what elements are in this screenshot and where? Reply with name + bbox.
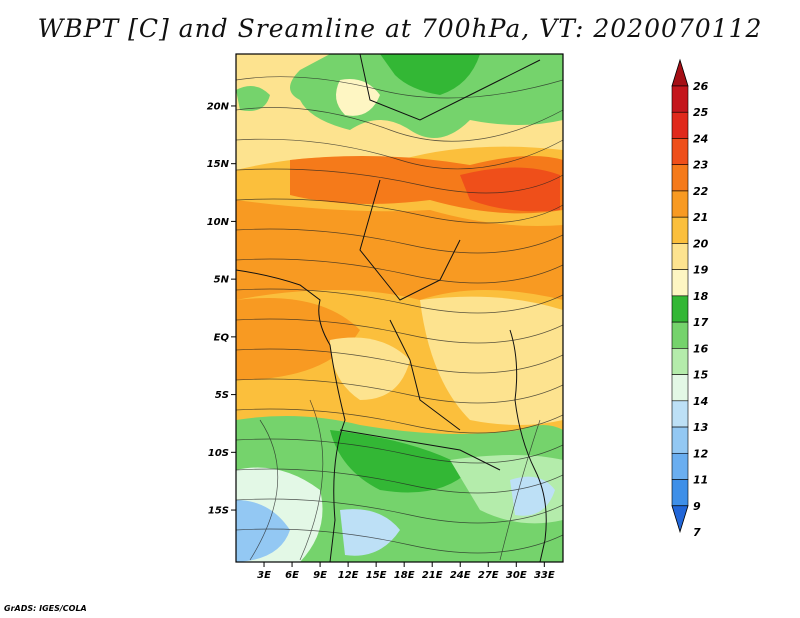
colorbar-segment xyxy=(671,269,689,297)
lon-label: 9E xyxy=(313,570,327,581)
latitude-axis: 20N 15N 10N 5N EQ 5S 10S 15S xyxy=(207,101,236,517)
colorbar-segment xyxy=(671,111,689,139)
colorbar: 26 25 24 23 22 21 20 19 18 17 16 15 14 13 12 11 9 7 xyxy=(671,58,709,539)
colorbar-label: 19 xyxy=(693,264,709,277)
colorbar-label: 7 xyxy=(693,526,701,539)
colorbar-label: 9 xyxy=(693,500,701,513)
grads-credit: GrADS: IGES/COLA xyxy=(4,604,87,613)
chart-title: WBPT [C] and Sreamline at 700hPa, VT: 20… xyxy=(37,14,763,43)
colorbar-label: 23 xyxy=(693,159,709,172)
lon-label: 15E xyxy=(366,570,387,581)
streamlines xyxy=(236,76,563,561)
colorbar-label: 15 xyxy=(693,369,709,382)
colorbar-segment xyxy=(671,452,689,480)
lat-label: 5N xyxy=(214,275,230,286)
colorbar-segment xyxy=(671,216,689,244)
colorbar-segment xyxy=(671,374,689,402)
colorbar-label: 25 xyxy=(693,106,709,119)
wbpt-shading xyxy=(236,54,563,562)
colorbar-segment xyxy=(671,295,689,323)
colorbar-label: 22 xyxy=(693,185,709,198)
lat-label: 10N xyxy=(207,217,230,228)
lat-label: 10S xyxy=(208,448,229,459)
colorbar-segment xyxy=(671,426,689,454)
colorbar-segment xyxy=(671,348,689,375)
lon-label: 24E xyxy=(450,570,471,581)
colorbar-segment xyxy=(671,138,689,166)
longitude-axis: 3E 6E 9E 12E 15E 18E 21E 24E 27E 30E 33E xyxy=(257,562,555,581)
lat-label: 15N xyxy=(207,159,230,170)
colorbar-segment xyxy=(671,85,689,113)
colorbar-segment xyxy=(671,400,689,428)
colorbar-label: 20 xyxy=(693,237,709,250)
lon-label: 3E xyxy=(257,570,271,581)
lon-label: 12E xyxy=(338,570,359,581)
colorbar-segment xyxy=(671,479,689,507)
colorbar-segment xyxy=(671,321,689,349)
lat-label: 20N xyxy=(207,101,230,112)
colorbar-label: 18 xyxy=(693,290,709,303)
lon-label: 21E xyxy=(422,570,443,581)
colorbar-label: 26 xyxy=(693,80,709,93)
colorbar-label: 12 xyxy=(693,447,709,460)
colorbar-label: 14 xyxy=(693,395,708,408)
lon-label: 30E xyxy=(506,570,527,581)
colorbar-segment xyxy=(671,243,689,270)
lon-label: 33E xyxy=(534,570,555,581)
colorbar-label: 21 xyxy=(693,211,708,224)
colorbar-label: 16 xyxy=(693,342,709,355)
lon-label: 18E xyxy=(394,570,415,581)
colorbar-bottom-arrow xyxy=(671,505,689,534)
lat-label: EQ xyxy=(214,332,230,343)
colorbar-segment xyxy=(671,190,689,218)
colorbar-label: 17 xyxy=(693,316,709,329)
lat-label: 15S xyxy=(208,506,229,517)
lon-label: 6E xyxy=(285,570,299,581)
coastlines xyxy=(236,54,547,562)
lat-label: 5S xyxy=(215,390,229,401)
lon-label: 27E xyxy=(478,570,499,581)
colorbar-segment xyxy=(671,164,689,192)
colorbar-label: 24 xyxy=(693,132,708,145)
colorbar-label: 13 xyxy=(693,421,709,434)
colorbar-top-arrow xyxy=(671,58,689,87)
map-frame xyxy=(235,53,564,563)
colorbar-label: 11 xyxy=(693,474,708,487)
